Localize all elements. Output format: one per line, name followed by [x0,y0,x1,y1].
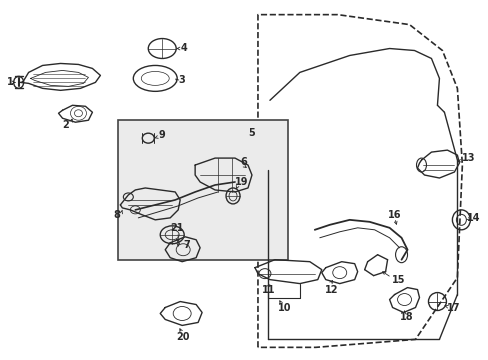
Text: 15: 15 [391,275,404,285]
Text: 17: 17 [447,302,460,312]
Text: 11: 11 [262,284,275,294]
Text: 13: 13 [462,153,475,163]
Text: 4: 4 [180,42,186,53]
Text: 9: 9 [158,130,164,140]
Text: 1: 1 [7,77,13,87]
Text: 6: 6 [240,157,246,167]
Text: 3: 3 [178,75,184,85]
Text: 16: 16 [387,210,400,220]
Text: 19: 19 [235,177,248,187]
Text: 14: 14 [467,213,480,223]
Text: 10: 10 [277,302,291,312]
Text: 21: 21 [170,223,183,233]
Text: 7: 7 [183,240,189,250]
Text: 5: 5 [247,128,254,138]
Text: 2: 2 [62,120,69,130]
Text: 12: 12 [324,284,338,294]
Bar [118,120,287,260]
Text: 18: 18 [399,312,412,323]
Text: 8: 8 [113,210,120,220]
Text: 20: 20 [176,332,189,342]
